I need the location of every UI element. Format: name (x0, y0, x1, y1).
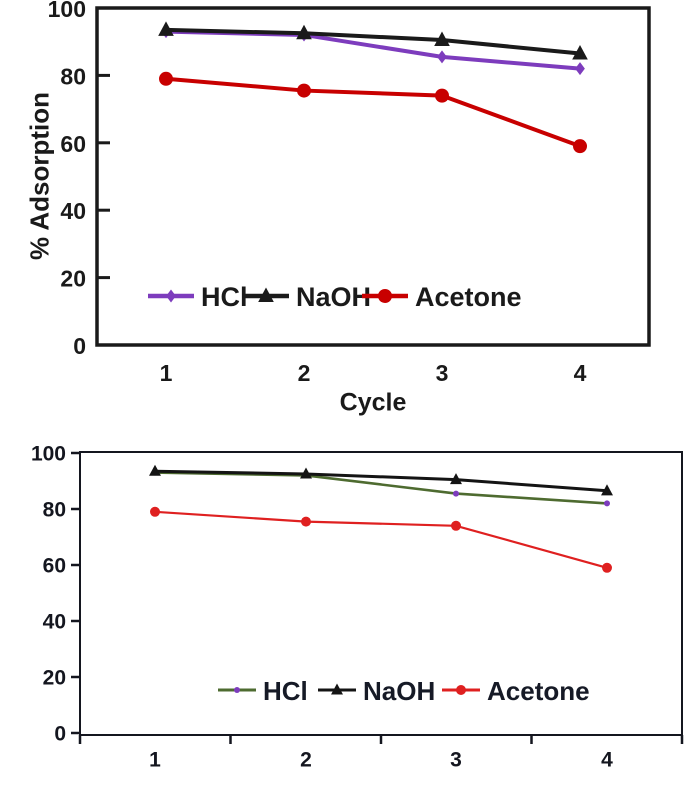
marker-diamond-hcl (166, 289, 176, 303)
marker-triangle-naoh (158, 21, 174, 36)
marker-diamond-hcl (437, 50, 447, 64)
marker-triangle-naoh (331, 683, 343, 695)
legend-label-acetone: Acetone (487, 676, 590, 706)
marker-triangle-naoh (300, 467, 312, 479)
y-tick-label: 80 (43, 499, 66, 522)
y-tick-label: 60 (43, 555, 66, 578)
marker-triangle-naoh (296, 24, 312, 40)
series-line-naoh (164, 27, 582, 56)
plot-border (95, 6, 651, 347)
y-tick-label: 80 (60, 63, 86, 89)
marker-circle-acetone (301, 516, 311, 527)
y-tick-label: 0 (54, 723, 66, 746)
y-tick-label: 20 (43, 667, 66, 690)
y-tick-label: 100 (48, 0, 86, 22)
marker-triangle-naoh (601, 484, 613, 496)
y-tick-label: 20 (60, 266, 86, 292)
marker-circle-acetone (451, 520, 461, 531)
x-tick-label: 3 (450, 749, 462, 772)
marker-circle-acetone (297, 83, 311, 98)
legend-label-naoh: NaOH (363, 676, 435, 706)
legend-label-hcl: HCl (263, 676, 308, 706)
marker-diamond-hcl (575, 62, 585, 76)
marker-triangle-naoh (149, 464, 161, 476)
y-tick-label: 40 (60, 198, 86, 224)
marker-triangle-naoh (572, 44, 588, 60)
legend-label-naoh: NaOH (296, 282, 371, 312)
marker-dot-hcl (453, 490, 459, 497)
marker-circle-acetone (573, 139, 587, 154)
top-chart-y-axis-title: % Adsorption (24, 91, 55, 261)
legend-label-acetone: Acetone (415, 282, 522, 312)
marker-circle-acetone (602, 562, 612, 573)
marker-circle-acetone (456, 685, 466, 695)
x-tick-label: 1 (149, 749, 161, 772)
marker-triangle-naoh (434, 31, 450, 46)
x-tick-label: 4 (601, 749, 613, 772)
marker-dot-hcl (604, 500, 610, 507)
y-tick-label: 100 (31, 443, 66, 466)
x-tick-label: 2 (298, 360, 311, 386)
marker-circle-acetone (435, 88, 449, 103)
y-tick-label: 0 (73, 333, 86, 359)
series-line-naoh (153, 469, 609, 493)
x-tick-label: 3 (436, 360, 449, 386)
y-tick-label: 60 (60, 131, 86, 157)
marker-triangle-naoh (258, 287, 274, 302)
y-tick-label: 40 (43, 611, 66, 634)
top-chart-x-axis-title: Cycle (339, 388, 407, 417)
top-chart: 0 20 40 60 80 100 1 2 3 4 HCl NaOH Acetone % Adsorpt… (24, 0, 651, 417)
x-tick-label: 4 (574, 360, 587, 386)
marker-circle-acetone (150, 506, 160, 517)
marker-dot-hcl (234, 687, 240, 693)
series-line-acetone (164, 76, 582, 149)
bottom-chart-canvas: 0 20 40 60 80 100 1 2 3 4 HCl NaOH Acetone (31, 443, 684, 772)
legend-label-hcl: HCl (201, 282, 248, 312)
series-line-acetone (153, 510, 609, 569)
marker-circle-acetone (159, 71, 173, 86)
top-chart-canvas: 0 20 40 60 80 100 1 2 3 4 HCl NaOH Acetone (48, 0, 651, 386)
x-tick-label: 2 (300, 749, 312, 772)
marker-triangle-naoh (450, 473, 462, 485)
marker-circle-acetone (378, 289, 392, 303)
x-tick-label: 1 (160, 360, 173, 386)
